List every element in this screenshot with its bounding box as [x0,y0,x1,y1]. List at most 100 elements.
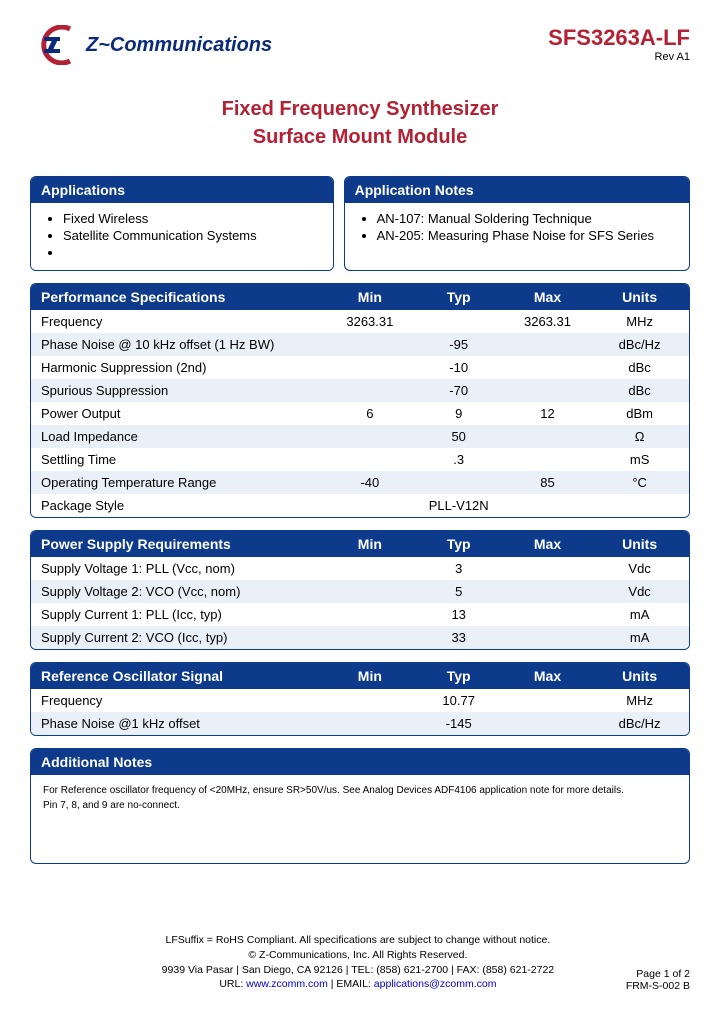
spec-min: -40 [327,475,413,490]
spec-units [590,498,689,513]
footer-line: 9939 Via Pasar | San Diego, CA 92126 | T… [100,963,616,978]
applications-header: Applications [31,177,333,203]
spec-typ [413,314,505,329]
spec-typ: -70 [413,383,505,398]
table-row: Spurious Suppression-70dBc [31,379,689,402]
perf-specs-title: Performance Specifications [31,289,327,305]
col-units: Units [590,536,689,552]
notes-header: Additional Notes [31,749,689,775]
footer-line: © Z-Communications, Inc. All Rights Rese… [100,948,616,963]
power-body: Supply Voltage 1: PLL (Vcc, nom)3VdcSupp… [31,557,689,649]
spec-typ: -145 [413,716,505,731]
doc-number: FRM-S-002 B [626,980,690,992]
spec-units: MHz [590,314,689,329]
spec-min [327,584,413,599]
spec-typ: 33 [413,630,505,645]
col-max: Max [505,536,591,552]
appnote-item: AN-107: Manual Soldering Technique [377,211,675,226]
spec-units: mA [590,607,689,622]
title-line-1: Fixed Frequency Synthesizer [30,95,690,123]
refosc-body: Frequency10.77MHzPhase Noise @1 kHz offs… [31,689,689,735]
spec-min [327,630,413,645]
spec-name: Package Style [31,498,327,513]
spec-min [327,607,413,622]
spec-min [327,360,413,375]
table-row: Supply Voltage 1: PLL (Vcc, nom) 3 Vdc [31,557,689,580]
spec-name: Load Impedance [31,429,327,444]
spec-units: Vdc [590,561,689,576]
appnote-item: AN-205: Measuring Phase Noise for SFS Se… [377,228,675,243]
spec-min [327,716,413,731]
table-row: Harmonic Suppression (2nd)-10dBc [31,356,689,379]
page-footer: LFSuffix = RoHS Compliant. All specifica… [30,933,690,992]
spec-typ [413,475,505,490]
part-block: SFS3263A-LF Rev A1 [548,25,690,63]
col-typ: Typ [413,668,505,684]
footer-line: LFSuffix = RoHS Compliant. All specifica… [100,933,616,948]
footer-url[interactable]: www.zcomm.com [246,978,328,990]
spec-typ: 13 [413,607,505,622]
spec-max [505,498,591,513]
perf-specs-body: Frequency3263.313263.31MHzPhase Noise @ … [31,310,689,517]
spec-name: Phase Noise @ 10 kHz offset (1 Hz BW) [31,337,327,352]
footer-email[interactable]: applications@zcomm.com [374,978,497,990]
col-min: Min [327,668,413,684]
refosc-table: Reference Oscillator Signal Min Typ Max … [30,662,690,736]
notes-text: For Reference oscillator frequency of <2… [43,783,677,798]
spec-name: Power Output [31,406,327,421]
spec-typ: 9 [413,406,505,421]
spec-max [505,693,591,708]
spec-name: Supply Voltage 1: PLL (Vcc, nom) [31,561,327,576]
spec-max [505,630,591,645]
appnotes-body: AN-107: Manual Soldering Technique AN-20… [345,203,689,253]
spec-units: MHz [590,693,689,708]
logo-icon [30,25,76,65]
applications-box: Applications Fixed Wireless Satellite Co… [30,176,334,271]
footer-line: URL: www.zcomm.com | EMAIL: applications… [100,977,616,992]
spec-units: dBc/Hz [590,716,689,731]
footer-center: LFSuffix = RoHS Compliant. All specifica… [90,933,626,992]
table-row: Phase Noise @ 10 kHz offset (1 Hz BW) -95… [31,333,689,356]
spec-max [505,561,591,576]
spec-units: mA [590,630,689,645]
spec-typ: -95 [413,337,505,352]
table-row: Power Output6912dBm [31,402,689,425]
spec-name: Supply Voltage 2: VCO (Vcc, nom) [31,584,327,599]
table-row: Operating Temperature Range-4085°C [31,471,689,494]
top-sections: Applications Fixed Wireless Satellite Co… [30,176,690,271]
table-row: Supply Voltage 2: VCO (Vcc, nom)5Vdc [31,580,689,603]
spec-name: Operating Temperature Range [31,475,327,490]
spec-typ: 5 [413,584,505,599]
power-table: Power Supply Requirements Min Typ Max Un… [30,530,690,650]
spec-typ: 3 [413,561,505,576]
col-typ: Typ [413,289,505,305]
power-header-row: Power Supply Requirements Min Typ Max Un… [31,531,689,557]
notes-text: Pin 7, 8, and 9 are no-connect. [43,798,677,813]
table-row: Settling Time.3mS [31,448,689,471]
table-row: Supply Current 1: PLL (Icc, typ)13mA [31,603,689,626]
footer-right: Page 1 of 2 FRM-S-002 B [626,968,690,992]
part-number: SFS3263A-LF [548,25,690,51]
refosc-title: Reference Oscillator Signal [31,668,327,684]
spec-units: dBm [590,406,689,421]
spec-min: 6 [327,406,413,421]
spec-max [505,584,591,599]
spec-max [505,429,591,444]
col-min: Min [327,289,413,305]
title-block: Fixed Frequency Synthesizer Surface Moun… [30,95,690,151]
power-title: Power Supply Requirements [31,536,327,552]
spec-units: dBc [590,383,689,398]
spec-units: mS [590,452,689,467]
spec-typ: 10.77 [413,693,505,708]
revision: Rev A1 [548,51,690,63]
spec-typ: 50 [413,429,505,444]
spec-units: dBc/Hz [590,337,689,352]
spec-max [505,452,591,467]
spec-max: 3263.31 [505,314,591,329]
app-item: Satellite Communication Systems [63,228,319,243]
table-row: Frequency3263.313263.31MHz [31,310,689,333]
page-number: Page 1 of 2 [626,968,690,980]
spec-min [327,429,413,444]
spec-min [327,693,413,708]
col-units: Units [590,668,689,684]
